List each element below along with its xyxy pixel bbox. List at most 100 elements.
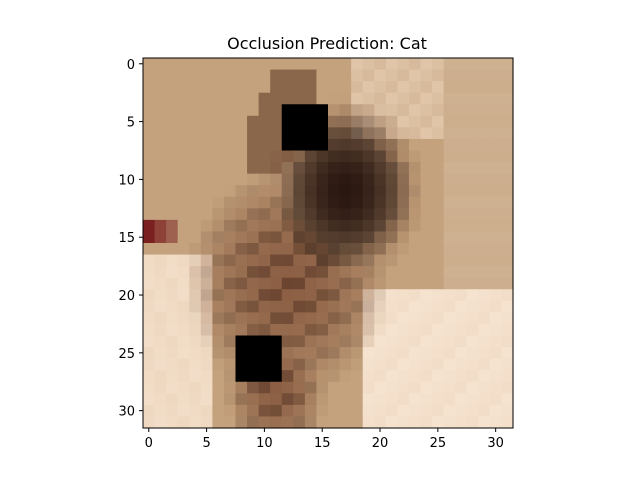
image-pixel	[374, 127, 387, 140]
image-pixel	[455, 323, 468, 337]
image-pixel	[247, 196, 260, 209]
image-pixel	[293, 416, 306, 429]
image-pixel	[270, 277, 283, 290]
image-pixel	[455, 277, 468, 290]
image-pixel	[143, 289, 156, 302]
image-pixel	[304, 81, 318, 94]
image-pixel	[408, 347, 422, 360]
image-pixel	[397, 58, 410, 71]
image-pixel	[328, 92, 341, 105]
image-pixel	[339, 312, 352, 325]
image-pixel	[177, 404, 190, 418]
image-pixel	[258, 243, 271, 256]
image-pixel	[466, 219, 479, 233]
image-pixel	[408, 219, 422, 233]
image-pixel	[489, 312, 503, 325]
image-pixel	[351, 243, 364, 256]
image-pixel	[166, 300, 179, 313]
image-pixel	[339, 208, 352, 221]
image-pixel	[443, 92, 456, 105]
image-pixel	[316, 185, 329, 198]
image-pixel	[489, 300, 503, 313]
image-pixel	[270, 196, 283, 209]
image-pixel	[316, 300, 329, 313]
image-pixel	[281, 381, 294, 394]
image-pixel	[374, 254, 387, 267]
image-pixel	[281, 358, 294, 371]
image-pixel	[478, 393, 491, 406]
y-tick-label: 0	[127, 58, 135, 73]
image-pixel	[304, 404, 318, 418]
image-pixel	[478, 231, 491, 244]
image-pixel	[328, 358, 341, 371]
image-pixel	[258, 219, 271, 233]
image-pixel	[212, 266, 225, 279]
image-pixel	[466, 196, 479, 209]
image-pixel	[455, 289, 468, 302]
image-pixel	[339, 138, 352, 152]
image-pixel	[397, 173, 410, 186]
image-pixel	[154, 231, 167, 244]
image-pixel	[501, 277, 514, 290]
image-pixel	[408, 92, 422, 105]
image-pixel	[154, 254, 167, 267]
image-pixel	[212, 231, 225, 244]
image-pixel	[316, 173, 329, 186]
image-pixel	[223, 335, 237, 348]
image-pixel	[247, 173, 260, 186]
image-pixel	[455, 404, 468, 418]
image-pixel	[328, 404, 341, 418]
image-pixel	[397, 150, 410, 163]
image-pixel	[432, 150, 445, 163]
image-pixel	[212, 208, 225, 221]
occlusion-patch	[235, 335, 282, 382]
image-pixel	[223, 254, 237, 267]
image-pixel	[501, 416, 514, 429]
image-pixel	[304, 69, 318, 82]
image-pixel	[223, 381, 237, 394]
image-pixel	[501, 115, 514, 128]
image-pixel	[397, 312, 410, 325]
image-pixel	[339, 289, 352, 302]
image-pixel	[362, 393, 375, 406]
image-pixel	[455, 358, 468, 371]
image-pixel	[466, 370, 479, 383]
image-pixel	[455, 266, 468, 279]
image-pixel	[478, 277, 491, 290]
image-pixel	[408, 243, 422, 256]
image-pixel	[316, 150, 329, 163]
image-pixel	[478, 416, 491, 429]
image-pixel	[339, 104, 352, 117]
image-pixel	[478, 300, 491, 313]
image-pixel	[293, 243, 306, 256]
image-pixel	[143, 162, 156, 175]
image-pixel	[420, 266, 433, 279]
image-pixel	[281, 92, 294, 105]
image-pixel	[328, 81, 341, 94]
image-pixel	[374, 312, 387, 325]
image-pixel	[281, 404, 294, 418]
image-pixel	[443, 173, 456, 186]
image-pixel	[408, 254, 422, 267]
image-pixel	[235, 69, 248, 82]
image-pixel	[501, 323, 514, 337]
image-pixel	[270, 219, 283, 233]
image-pixel	[362, 69, 375, 82]
image-pixel	[270, 243, 283, 256]
image-pixel	[304, 254, 318, 267]
image-pixel	[143, 104, 156, 117]
image-pixel	[362, 416, 375, 429]
image-pixel	[258, 254, 271, 267]
image-pixel	[212, 173, 225, 186]
image-pixel	[501, 127, 514, 140]
image-pixel	[154, 312, 167, 325]
image-pixel	[432, 58, 445, 71]
image-pixel	[351, 150, 364, 163]
image-pixel	[223, 289, 237, 302]
image-pixel	[247, 150, 260, 163]
image-pixel	[154, 289, 167, 302]
image-pixel	[408, 115, 422, 128]
image-pixel	[212, 150, 225, 163]
image-pixel	[304, 231, 318, 244]
